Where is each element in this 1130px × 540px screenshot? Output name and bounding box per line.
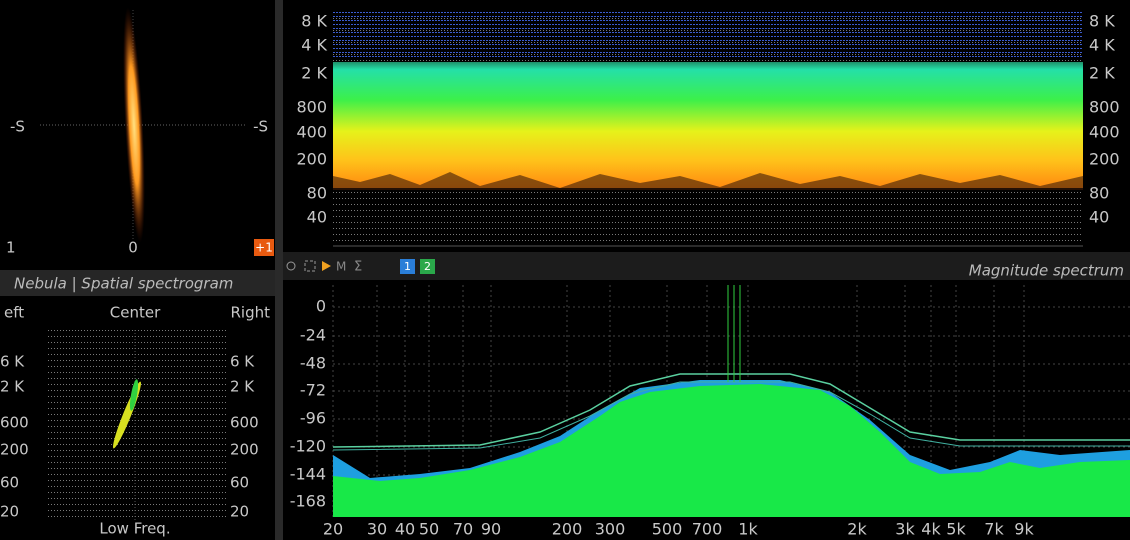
footer-label: Low Freq. — [99, 520, 170, 538]
freq-label: 50 — [419, 520, 439, 539]
db-label: -144 — [290, 465, 326, 484]
freq-label: 2 K — [0, 378, 25, 396]
freq-label: 600 — [0, 414, 29, 432]
freq-label: 400 — [1089, 123, 1120, 142]
axis-label: 0 — [128, 239, 138, 257]
db-label: 0 — [316, 297, 326, 316]
grid — [48, 330, 228, 522]
freq-label: 4k — [921, 520, 941, 539]
freq-label: 80 — [1089, 184, 1109, 203]
freq-label: 4 K — [1089, 36, 1115, 55]
freq-label: 70 — [453, 520, 473, 539]
channel-label[interactable]: 2 — [424, 260, 431, 273]
spectrogram-band — [333, 62, 1083, 188]
analyzer-window: M Σ -S-S10+18 K8 K4 K4 K2 K2 K8008004004… — [0, 0, 1130, 540]
freq-label: 200 — [296, 150, 327, 169]
freq-label: 20 — [230, 503, 249, 521]
freq-label: 2 K — [301, 64, 327, 83]
grid-high — [333, 10, 1083, 60]
freq-label: 9k — [1014, 520, 1034, 539]
axis-label: -S — [10, 118, 25, 136]
freq-label: 60 — [0, 474, 19, 492]
freq-label: 200 — [0, 441, 29, 459]
freq-label: 700 — [692, 520, 723, 539]
spatial-spectrogram — [48, 330, 228, 522]
freq-label: 3k — [895, 520, 915, 539]
panel-title: Nebula | Spatial spectrogram — [14, 275, 233, 293]
column-header: Right — [231, 304, 271, 322]
channel-label[interactable]: 1 — [404, 260, 411, 273]
freq-label: 40 — [395, 520, 415, 539]
freq-label: 200 — [552, 520, 583, 539]
column-header: Center — [110, 304, 161, 322]
db-label: -168 — [290, 492, 326, 511]
column-header: eft — [4, 304, 24, 322]
axis-label: 1 — [6, 239, 16, 257]
freq-label: 2 K — [230, 378, 255, 396]
freq-label: 500 — [652, 520, 683, 539]
db-label: -120 — [290, 437, 326, 456]
freq-label: 400 — [296, 123, 327, 142]
freq-label: 600 — [230, 414, 259, 432]
freq-label: 6 K — [0, 353, 25, 371]
db-label: -72 — [300, 381, 326, 400]
freq-label: 90 — [481, 520, 501, 539]
body: { "vectorscope": {"left_label": "-S", "r… — [0, 0, 1130, 540]
freq-label: 800 — [296, 98, 327, 117]
freq-label: 8 K — [1089, 12, 1115, 31]
freq-label: 60 — [230, 474, 249, 492]
axis-label: +1 — [255, 241, 273, 255]
freq-label: 20 — [323, 520, 343, 539]
freq-label: 6 K — [230, 353, 255, 371]
freq-label: 1k — [738, 520, 758, 539]
freq-label: 800 — [1089, 98, 1120, 117]
freq-label: 2 K — [1089, 64, 1115, 83]
freq-label: 80 — [307, 184, 327, 203]
freq-label: 200 — [1089, 150, 1120, 169]
freq-label: 40 — [307, 208, 327, 227]
freq-label: 20 — [0, 503, 19, 521]
freq-label: 30 — [367, 520, 387, 539]
freq-label: 300 — [595, 520, 626, 539]
panel-title: Magnitude spectrum — [969, 262, 1124, 280]
freq-label: 5k — [946, 520, 966, 539]
splitter — [275, 0, 283, 540]
freq-label: 4 K — [301, 36, 327, 55]
db-label: -96 — [300, 409, 326, 428]
spectrogram — [333, 8, 1083, 246]
freq-label: 7k — [984, 520, 1004, 539]
page: Audio analyzer html, body { margin: 0; p… — [0, 0, 1130, 540]
freq-label: 200 — [230, 441, 259, 459]
freq-label: 40 — [1089, 208, 1109, 227]
freq-label: 2k — [847, 520, 867, 539]
sum-icon[interactable]: Σ — [354, 260, 362, 275]
db-label: -24 — [300, 326, 326, 345]
freq-label: 8 K — [301, 12, 327, 31]
db-label: -48 — [300, 354, 326, 373]
mode-icon[interactable]: M — [336, 260, 346, 274]
axis-label: -S — [253, 118, 268, 136]
